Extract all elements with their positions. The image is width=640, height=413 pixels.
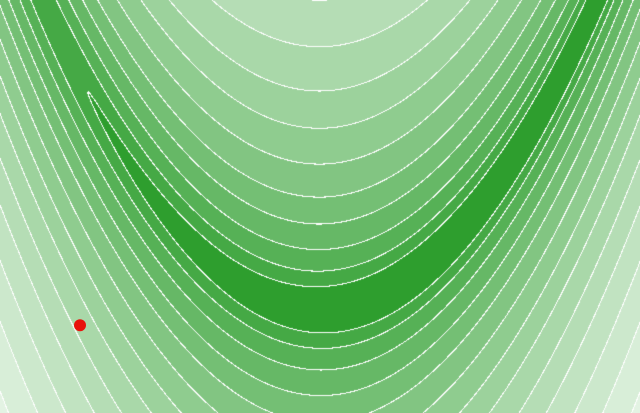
data-point-0 (74, 319, 86, 332)
data-points (74, 319, 86, 332)
